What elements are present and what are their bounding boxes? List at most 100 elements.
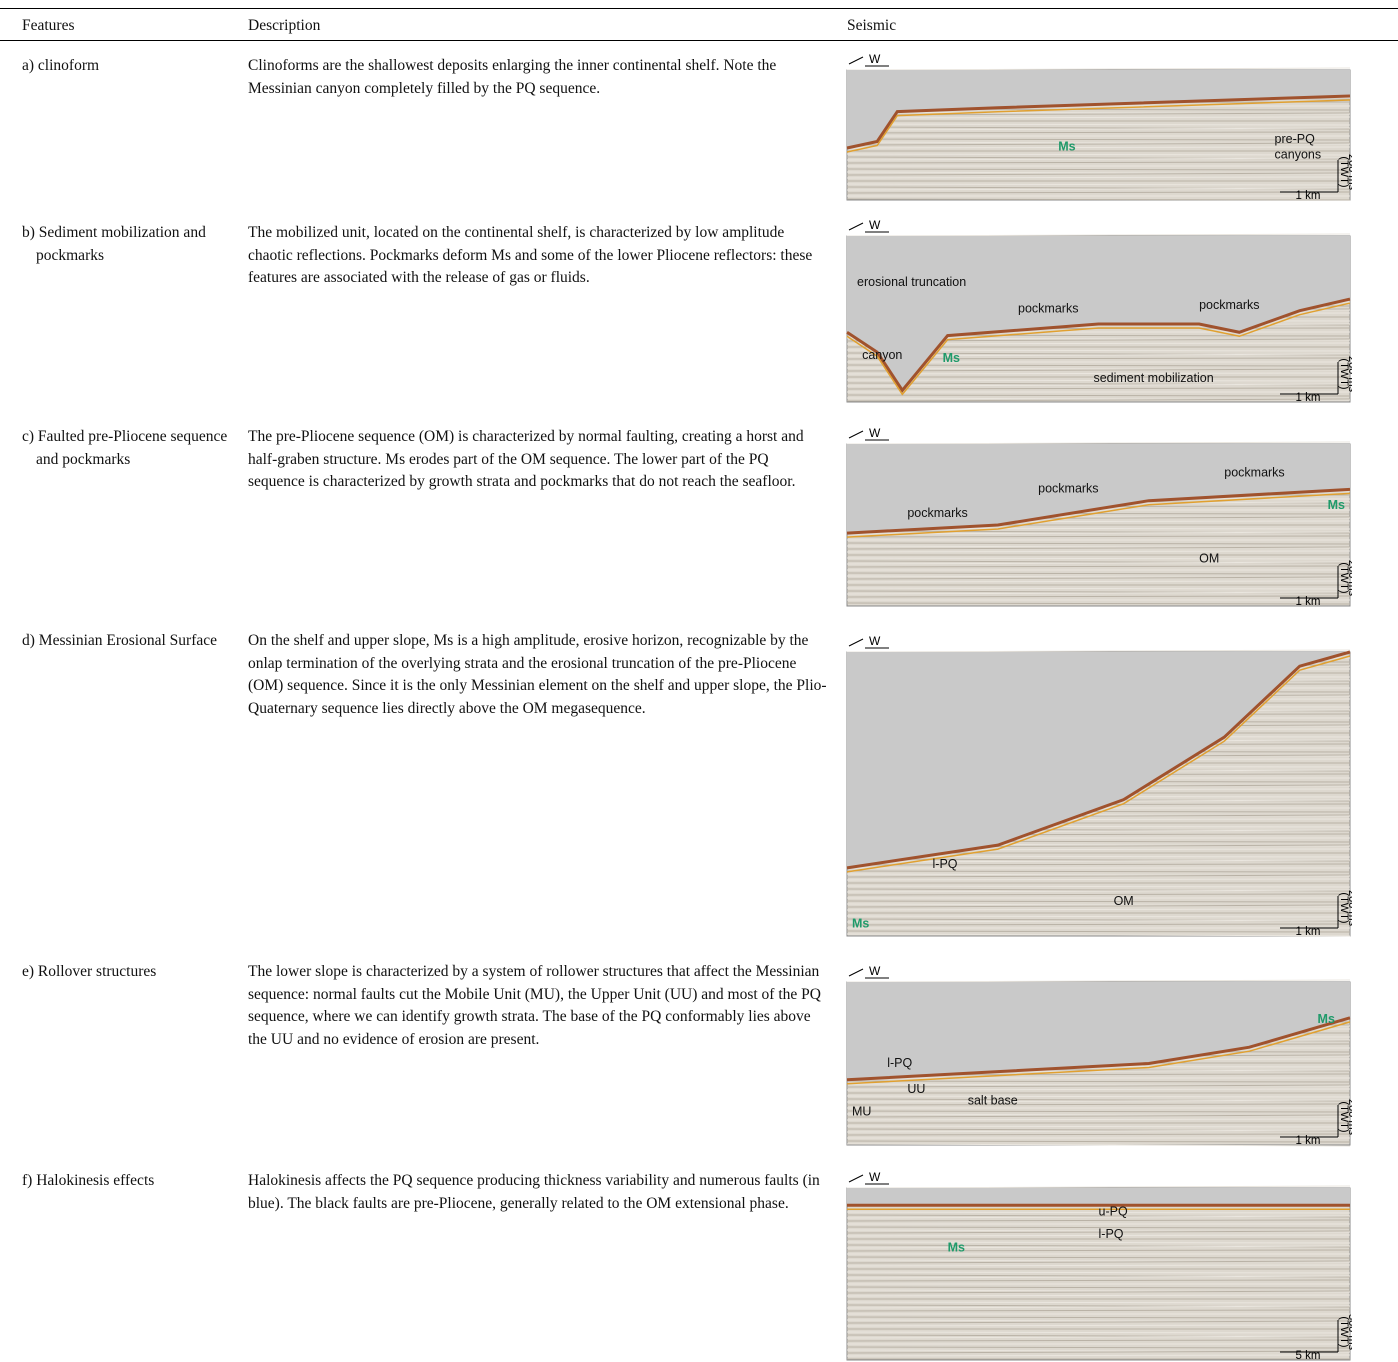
description: Clinoforms are the shallowest deposits e… xyxy=(248,57,777,97)
reflector xyxy=(846,1084,1351,1088)
image: pockmarks pockmarks pockmarks Ms OM 1 km 200 m… xyxy=(846,441,1352,608)
reflector xyxy=(846,1133,1351,1136)
feature: f) Halokinesis effects xyxy=(22,1172,155,1189)
reflector xyxy=(846,904,1351,908)
reflector xyxy=(846,1260,1351,1264)
seismic-label: erosional truncation xyxy=(857,275,966,289)
reflector xyxy=(846,1215,1351,1219)
seismic-label: sediment mobilization xyxy=(1093,371,1213,385)
seismic-label: l-PQ xyxy=(933,857,958,871)
reflector xyxy=(846,398,1351,402)
seismic-label: l-PQ xyxy=(887,1056,912,1070)
reflector xyxy=(846,1110,1351,1113)
reflector xyxy=(846,561,1351,565)
reflector xyxy=(846,1140,1351,1143)
reflector xyxy=(846,595,1351,598)
reflector xyxy=(846,1350,1351,1354)
reflector xyxy=(846,1324,1351,1327)
direction: W xyxy=(869,52,881,66)
reflector xyxy=(846,1241,1351,1244)
header: Features xyxy=(22,17,75,34)
reflector xyxy=(846,1256,1351,1259)
direction-arrow xyxy=(848,638,864,647)
direction: W xyxy=(869,964,881,978)
reflector xyxy=(846,557,1351,560)
seafloor xyxy=(846,94,1351,150)
direction: W xyxy=(869,426,881,440)
top-rule xyxy=(0,8,1398,9)
seafloor-2 xyxy=(846,99,1351,153)
reflector xyxy=(846,923,1351,926)
direction-arrow xyxy=(848,222,864,231)
reflector xyxy=(846,1335,1351,1339)
seismic-label: salt base xyxy=(968,1093,1018,1107)
scale-h-label: 1 km xyxy=(1296,392,1321,404)
reflector xyxy=(846,161,1351,164)
water xyxy=(847,982,1350,1080)
seafloor-2 xyxy=(846,1021,1351,1085)
direction: W xyxy=(869,218,881,232)
reflector xyxy=(846,172,1351,176)
reflector xyxy=(846,372,1351,375)
scale-v-label: 500 ms xyxy=(1346,1314,1352,1351)
seismic-label: pre-PQ xyxy=(1275,132,1316,146)
reflector xyxy=(846,930,1351,933)
scale-h-label: 1 km xyxy=(1296,1135,1321,1147)
seafloor-2 xyxy=(846,492,1351,538)
reflector xyxy=(846,1118,1351,1121)
reflector xyxy=(846,364,1351,367)
feature: c) Faulted pre-Pliocene sequence and poc… xyxy=(22,428,228,468)
feature: d) Messinian Erosional Surface xyxy=(22,632,217,649)
reflector xyxy=(846,1249,1351,1252)
reflector xyxy=(846,979,1351,983)
seismic-label: pockmarks xyxy=(1018,301,1078,315)
seismic-label: canyon xyxy=(862,348,902,362)
reflector xyxy=(846,874,1351,878)
reflector xyxy=(846,531,1351,535)
seismic-label: pockmarks xyxy=(1199,298,1259,312)
seismic-label: Ms xyxy=(943,351,960,365)
direction-arrow xyxy=(848,968,864,977)
reflector xyxy=(846,138,1351,141)
description: The lower slope is characterized by a sy… xyxy=(248,963,821,1048)
reflector xyxy=(846,1354,1351,1357)
seismic-label: UU xyxy=(907,1082,925,1096)
seismic-panel: Wl-PQ OM Ms 1 km 200 ms(TWT) xyxy=(846,634,1352,938)
seismic-label: Ms xyxy=(852,916,869,930)
description: Halokinesis affects the PQ sequence prod… xyxy=(248,1172,820,1212)
scale-v-label: 200 ms xyxy=(1346,154,1352,191)
reflector xyxy=(846,1211,1351,1214)
description: The mobilized unit, located on the conti… xyxy=(248,224,813,286)
feature: a) clinoform xyxy=(22,57,100,74)
scale-v-unit: (TWT) xyxy=(1338,1316,1350,1347)
seismic-label: canyons xyxy=(1275,147,1322,161)
scale-h-label: 5 km xyxy=(1296,1350,1321,1362)
reflector xyxy=(846,157,1351,161)
seafloor-2 xyxy=(846,655,1351,873)
scale-v-label: 200 ms xyxy=(1346,560,1352,597)
reflector xyxy=(846,863,1351,866)
reflector xyxy=(846,1125,1351,1128)
reflector xyxy=(846,1294,1351,1297)
reflector xyxy=(846,394,1351,397)
seismic-label: u-PQ xyxy=(1099,1205,1128,1219)
direction-arrow xyxy=(848,56,864,65)
water xyxy=(847,236,1350,391)
reflector xyxy=(846,1143,1351,1147)
reflector xyxy=(846,1095,1351,1098)
reflector xyxy=(846,1080,1351,1083)
reflector xyxy=(846,168,1351,171)
reflector xyxy=(846,1331,1351,1334)
feature: b) Sediment mobilization and pockmarks xyxy=(22,224,206,264)
reflector xyxy=(846,1301,1351,1304)
reflector xyxy=(846,1230,1351,1234)
image: Ms l-PQ UU MU salt base 1 km 200 ms(TWT) xyxy=(846,979,1352,1147)
seafloor xyxy=(846,1016,1351,1082)
reflector xyxy=(846,1234,1351,1237)
reflector xyxy=(846,908,1351,911)
reflector xyxy=(846,1185,1351,1189)
reflector xyxy=(846,915,1351,918)
